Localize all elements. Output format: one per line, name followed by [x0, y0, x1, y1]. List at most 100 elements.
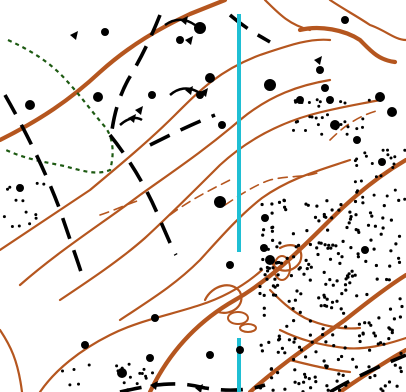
contour-line: [118, 158, 352, 322]
stony-ground-dot: [357, 322, 361, 326]
stony-ground-dot: [327, 243, 331, 247]
stony-ground-dot: [395, 384, 399, 388]
stony-ground-dot: [326, 388, 330, 392]
stony-ground-dot: [28, 222, 32, 226]
stony-ground-dot: [304, 355, 308, 359]
index-contour-line: [297, 25, 398, 65]
stony-ground-dot: [283, 387, 287, 391]
stony-ground-dot: [364, 154, 368, 158]
index-contour-line: [147, 157, 406, 392]
stony-ground-dot: [345, 132, 349, 136]
stony-ground-dot: [372, 193, 376, 197]
stony-ground-dot: [320, 116, 324, 120]
stony-ground-dot: [8, 185, 12, 189]
stony-ground-dot: [319, 304, 323, 308]
stony-ground-dot: [343, 101, 347, 105]
stony-ground-dot: [293, 298, 297, 302]
stony-ground-dot: [284, 208, 288, 212]
stony-ground-dot: [17, 224, 21, 228]
index-contour-line: [0, 0, 228, 143]
stony-ground-dot: [274, 261, 279, 265]
boulder: [321, 84, 329, 92]
stony-ground-dot: [399, 351, 403, 355]
stony-ground-dot: [316, 252, 320, 257]
stony-ground-dot: [358, 339, 362, 344]
cliff-line: [119, 116, 143, 126]
stony-ground-dot: [357, 334, 362, 338]
cliff-tick: [314, 56, 322, 65]
stony-ground-dot: [373, 374, 377, 378]
stony-ground-dot: [339, 123, 343, 126]
tracks: [3, 13, 406, 392]
cliff-line: [164, 18, 196, 27]
stony-ground-dot: [151, 371, 154, 375]
stony-ground-dot: [308, 242, 312, 247]
stony-ground-dot: [34, 213, 38, 217]
boulder: [341, 16, 349, 24]
stony-ground-dot: [373, 224, 377, 228]
stony-ground-dot: [339, 203, 343, 207]
boulder: [353, 136, 361, 144]
stony-ground-dot: [381, 216, 385, 220]
stony-ground-dot: [270, 202, 274, 206]
stony-ground-dot: [389, 249, 393, 253]
contour-line: [203, 284, 243, 314]
stony-ground-dot: [350, 269, 354, 273]
stony-ground-dot: [324, 340, 328, 344]
stony-ground-dot: [343, 283, 348, 287]
stony-ground-dot: [361, 201, 365, 205]
stony-ground-dot: [140, 372, 144, 375]
stony-ground-dot: [340, 354, 344, 359]
stony-ground-dot: [310, 340, 314, 344]
stony-ground-dot: [345, 225, 349, 230]
stony-ground-dot: [289, 274, 293, 278]
form-line: [329, 109, 381, 141]
stony-ground-dot: [302, 272, 306, 276]
cliff-tick: [200, 88, 208, 97]
stony-ground-dot: [267, 340, 271, 344]
stony-ground-dot: [307, 377, 311, 381]
stony-ground-dot: [258, 291, 262, 296]
stony-ground-dot: [328, 257, 333, 261]
stony-ground-dot: [332, 344, 336, 348]
stony-ground-dot: [331, 283, 335, 287]
contour-line: [0, 328, 24, 392]
stony-ground-dot: [387, 380, 392, 384]
stony-ground-dot: [262, 306, 266, 310]
stony-ground-dot: [355, 294, 359, 298]
stony-ground-dot: [115, 364, 119, 368]
boulder: [378, 158, 386, 166]
stony-ground-dot: [388, 307, 393, 311]
contour-line: [18, 78, 332, 287]
stony-ground-dot: [270, 226, 274, 230]
stony-ground-dot: [297, 345, 302, 349]
stony-ground-dot: [343, 120, 347, 124]
stony-ground-dot: [142, 367, 146, 371]
cliffs: [70, 16, 322, 392]
boulder: [176, 36, 184, 44]
stony-ground-dot: [326, 113, 329, 117]
stony-ground-dot: [344, 288, 348, 292]
stony-ground-dot: [355, 164, 359, 167]
stony-ground-dot: [372, 247, 376, 251]
boulder: [265, 255, 275, 265]
stony-ground-dot: [273, 277, 277, 281]
stony-ground-dot: [287, 299, 291, 303]
stony-ground-dot: [276, 283, 280, 287]
stony-ground-dot: [335, 299, 339, 303]
stony-ground-dot: [287, 338, 291, 342]
stony-ground-dot: [262, 313, 266, 317]
stony-ground-dot: [261, 233, 265, 237]
contour-line: [328, 0, 406, 42]
stony-ground-dot: [368, 211, 373, 215]
index-contour-line: [247, 272, 406, 392]
stony-ground-dot: [128, 375, 132, 379]
stony-ground-dot: [77, 382, 80, 386]
stony-ground-dot: [322, 293, 326, 297]
stony-ground-dot: [307, 101, 311, 104]
stony-ground-dot: [366, 223, 371, 227]
stony-ground-dot: [308, 319, 312, 323]
stony-ground-dot: [370, 162, 374, 165]
